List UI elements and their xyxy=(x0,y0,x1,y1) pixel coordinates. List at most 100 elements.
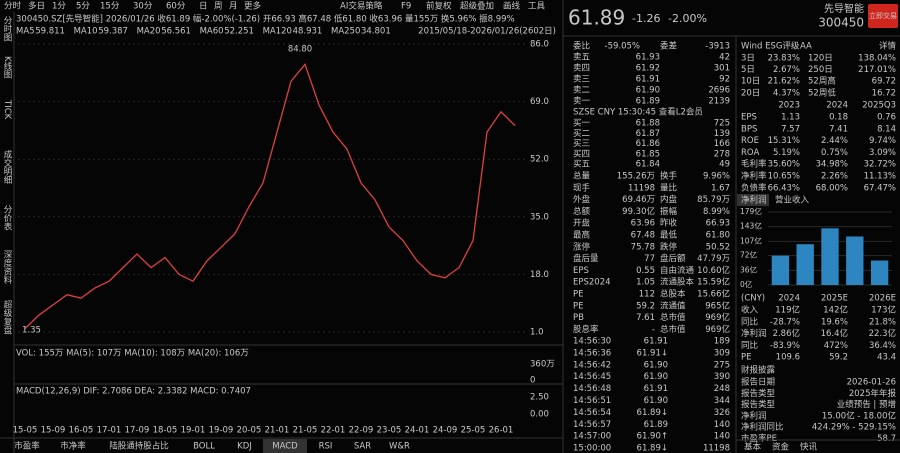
period-tab[interactable]: 分时 xyxy=(4,1,22,12)
trade-button[interactable] xyxy=(868,4,898,28)
trade-volume: 344 xyxy=(714,396,730,406)
indicator-tab[interactable]: W&R xyxy=(389,442,410,452)
indicator-tab[interactable]: 市净率 xyxy=(60,441,86,452)
period-tab[interactable]: 1分 xyxy=(52,2,66,12)
fin-label: ROA xyxy=(741,148,759,158)
forecast-value: 119亿 xyxy=(775,305,800,316)
trade-volume: 140 xyxy=(714,432,730,442)
indicator-tab[interactable]: MACD xyxy=(272,442,298,452)
indicator-tab[interactable]: 陆股通持股占比 xyxy=(109,441,169,452)
value: -3913 xyxy=(705,42,730,52)
trade-price: 61.90↑ xyxy=(637,432,668,442)
x-tick-label: 16-05 xyxy=(69,426,94,436)
fin-value: 3.09% xyxy=(869,148,896,158)
profit-tab[interactable]: 营业收入 xyxy=(775,195,810,206)
bar xyxy=(870,260,889,285)
ret-value: 4.37% xyxy=(773,88,800,98)
report-label: 报告日期 xyxy=(741,377,775,388)
y-tick-label: 72亿 xyxy=(740,250,758,260)
trade-volume: 326 xyxy=(714,408,730,418)
x-tick-label: 17-09 xyxy=(125,426,150,436)
bar xyxy=(846,236,864,285)
fin-value: 32.72% xyxy=(864,160,896,170)
ma-label: MA120 xyxy=(263,27,292,37)
indicator-tab[interactable]: SAR xyxy=(354,442,371,452)
side-tab[interactable]: 成交明细 xyxy=(2,149,12,185)
period-tab[interactable]: 更多 xyxy=(244,1,262,12)
tool-button[interactable]: F9 xyxy=(401,2,411,12)
fin-value: 35.60% xyxy=(768,160,800,170)
stat-value: 15.59亿 xyxy=(697,277,730,288)
change-pct: -2.00% xyxy=(668,12,707,25)
stat-value: 10.60亿 xyxy=(697,265,730,276)
stat-label: 流通股本 xyxy=(660,277,695,288)
value: -59.05% xyxy=(605,42,640,52)
trade-time: 14:56:30 xyxy=(573,337,611,347)
tool-button[interactable]: 画线 xyxy=(503,1,521,12)
y-tick-label: 18.0 xyxy=(530,270,549,280)
side-tab[interactable]: 分时图 xyxy=(2,16,12,42)
report-label: 市盈率PE xyxy=(741,433,777,444)
trade-volume: 275 xyxy=(714,360,730,370)
trade-price: 61.90 xyxy=(644,396,668,406)
trade-price: 61.89↓ xyxy=(637,408,668,418)
tool-button[interactable]: 工具 xyxy=(528,2,546,12)
bottom-tab[interactable]: 基本 xyxy=(744,442,762,453)
tool-button[interactable]: 前复权 xyxy=(426,1,452,12)
indicator-tab[interactable]: BOLL xyxy=(193,442,215,452)
forecast-label: 收入 xyxy=(741,305,759,316)
ma-label: MA5 xyxy=(16,27,35,37)
stat-value: 50.52 xyxy=(706,242,730,252)
x-tick-label: 22-01 xyxy=(321,426,346,436)
stat-value: 75.78 xyxy=(631,242,655,252)
esg-rating: AA xyxy=(800,42,812,52)
indicator-tab[interactable]: KDJ xyxy=(237,442,252,452)
price: 61.91 xyxy=(636,75,660,85)
side-tab[interactable]: 分价表 xyxy=(2,205,12,231)
trade-time: 14:56:48 xyxy=(573,384,611,394)
stat-value: 47.79万 xyxy=(697,254,730,264)
ret-label: 20日 xyxy=(741,88,760,98)
x-tick-label: 23-05 xyxy=(377,426,402,436)
fin-header: 2024 xyxy=(826,101,848,111)
price: 61.88 xyxy=(636,119,660,129)
period-tab[interactable]: 5分 xyxy=(76,2,90,12)
bottom-tab[interactable]: 资金 xyxy=(772,442,790,453)
high-annotation: 84.80 xyxy=(288,45,312,55)
tool-button[interactable]: 超级叠加 xyxy=(460,1,494,12)
period-tab[interactable]: 月 xyxy=(229,2,238,12)
tool-button[interactable]: AI交易策略 xyxy=(340,1,383,12)
period-tab[interactable]: 15分 xyxy=(100,2,120,12)
volume: 278 xyxy=(714,149,730,159)
y-tick-label: 86.0 xyxy=(530,40,549,50)
stat-label: 自由流通 xyxy=(660,265,695,276)
trade-price: 61.90 xyxy=(644,372,668,382)
period-tab[interactable]: 周 xyxy=(214,2,223,12)
stat-value: 969亿 xyxy=(705,312,730,323)
row-label: 买二 xyxy=(573,129,591,139)
ma-value: 59.387 xyxy=(98,27,128,37)
bottom-tab[interactable]: 快讯 xyxy=(800,442,818,453)
period-tab[interactable]: 多日 xyxy=(28,1,45,12)
side-tab[interactable]: K线图 xyxy=(2,56,12,80)
trade-button-label[interactable]: 立即交易 xyxy=(869,11,897,20)
indicator-tab[interactable]: RSI xyxy=(319,442,333,452)
order-meta: SZSE CNY 15:30:45 查看L2会员 xyxy=(573,107,703,118)
y-tick-label: 179亿 xyxy=(740,206,762,216)
x-tick-label: 19-01 xyxy=(181,426,206,436)
macd-axis-label: 2.50 xyxy=(530,393,549,403)
stat-value: 9.96% xyxy=(703,172,730,182)
profit-tab[interactable]: 净利润 xyxy=(741,195,767,206)
forecast-value: 472% xyxy=(824,341,848,351)
ret-value: 23.83% xyxy=(768,54,800,64)
date-range: 2015/05/18-2026/01/26(2602日) xyxy=(418,27,556,37)
period-tab[interactable]: 30分 xyxy=(133,2,153,12)
esg-link[interactable]: 详情 xyxy=(879,41,897,52)
side-tab[interactable]: 深度资料 xyxy=(2,250,12,285)
ma-value: 59.811 xyxy=(35,27,65,37)
period-tab[interactable]: 日 xyxy=(199,2,208,12)
period-tab[interactable]: 60分 xyxy=(166,2,186,12)
indicator-tab[interactable]: 市盈率 xyxy=(14,441,40,452)
side-tab[interactable]: 超级复盘 xyxy=(2,299,12,334)
side-tab[interactable]: TICK xyxy=(2,99,12,120)
